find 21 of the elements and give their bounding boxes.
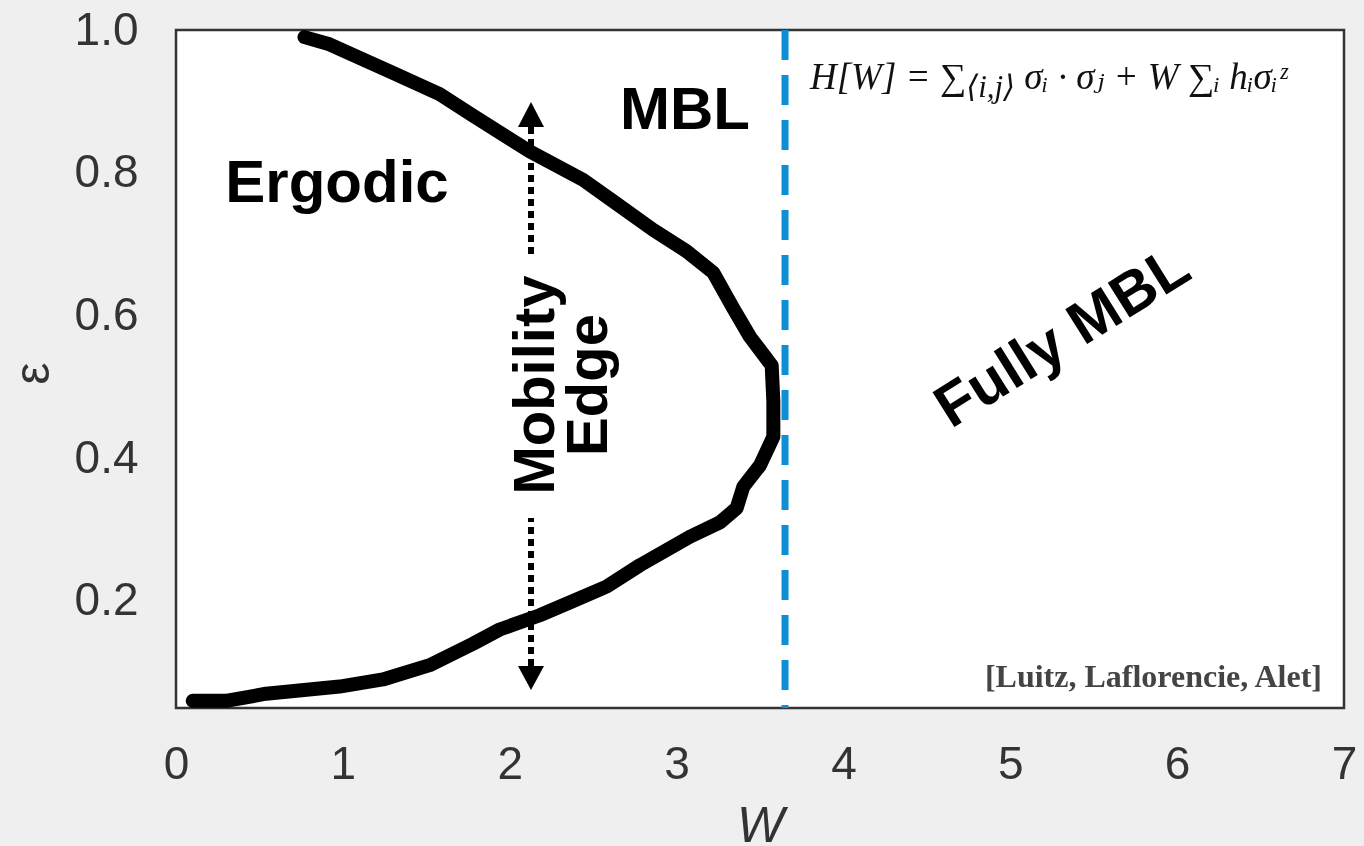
y-tick-label: 0.6	[74, 287, 139, 340]
x-axis-title: W	[736, 796, 789, 846]
x-tick-label: 0	[163, 736, 190, 789]
y-tick-label: 0.4	[74, 430, 139, 483]
x-tick-label: 2	[497, 736, 524, 789]
annotation: Mobility Edge	[501, 275, 619, 495]
annotation: H[W] = ∑$_{⟨i,j⟩}$ σᵢ · σⱼ + W ∑ᵢ hᵢσᵢᶻ	[810, 56, 1287, 105]
annotation: Fully MBL	[922, 231, 1201, 441]
x-tick-label: 3	[664, 736, 690, 789]
annotation: Ergodic	[225, 148, 449, 215]
y-tick-label: 0.8	[74, 145, 139, 198]
x-tick-label: 4	[831, 736, 857, 789]
x-tick-label: 5	[997, 736, 1024, 789]
x-tick-label: 7	[1331, 736, 1358, 789]
x-tick-label: 6	[1164, 736, 1191, 789]
annotation: [Luitz, Laflorencie, Alet]	[984, 658, 1322, 694]
x-tick-label: 1	[330, 736, 357, 789]
y-tick-label: 0.2	[74, 573, 139, 626]
annotation: MBL	[620, 75, 750, 142]
y-tick-label: 1.0	[74, 2, 139, 55]
y-axis-title: ε	[3, 362, 60, 385]
